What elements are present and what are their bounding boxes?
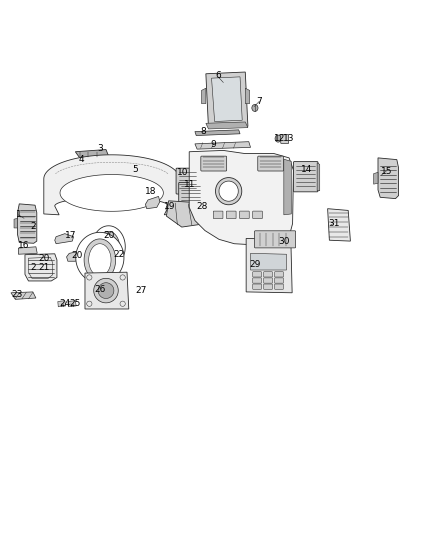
Polygon shape <box>166 201 206 227</box>
FancyBboxPatch shape <box>213 211 223 219</box>
Polygon shape <box>75 150 109 158</box>
FancyBboxPatch shape <box>253 278 261 283</box>
Polygon shape <box>84 239 116 281</box>
Polygon shape <box>374 172 378 184</box>
Polygon shape <box>145 197 160 209</box>
FancyBboxPatch shape <box>253 211 262 219</box>
Polygon shape <box>245 88 250 103</box>
Polygon shape <box>76 232 124 283</box>
Ellipse shape <box>252 104 258 111</box>
Ellipse shape <box>168 206 172 211</box>
Polygon shape <box>251 253 286 270</box>
Ellipse shape <box>166 205 174 213</box>
Polygon shape <box>85 272 129 309</box>
Polygon shape <box>67 251 81 261</box>
Polygon shape <box>18 247 37 254</box>
Polygon shape <box>55 233 74 244</box>
FancyBboxPatch shape <box>226 211 236 219</box>
FancyBboxPatch shape <box>201 156 227 171</box>
Polygon shape <box>195 142 251 149</box>
Polygon shape <box>195 130 240 135</box>
FancyBboxPatch shape <box>179 182 202 206</box>
Text: 2: 2 <box>30 222 35 231</box>
Polygon shape <box>206 72 248 128</box>
Polygon shape <box>212 77 242 122</box>
Polygon shape <box>189 150 293 245</box>
Polygon shape <box>58 301 66 307</box>
Ellipse shape <box>215 177 242 205</box>
Polygon shape <box>201 88 206 103</box>
Polygon shape <box>68 301 76 307</box>
Text: 30: 30 <box>278 237 290 246</box>
Text: 2: 2 <box>30 263 35 272</box>
FancyBboxPatch shape <box>264 278 272 283</box>
Polygon shape <box>18 204 37 243</box>
Text: 15: 15 <box>381 166 392 175</box>
Polygon shape <box>206 122 248 129</box>
Text: 12: 12 <box>274 134 285 143</box>
Text: 28: 28 <box>197 201 208 211</box>
Polygon shape <box>98 231 120 262</box>
Text: 14: 14 <box>301 165 312 174</box>
Text: 5: 5 <box>132 165 138 174</box>
Text: 19: 19 <box>164 201 176 211</box>
FancyBboxPatch shape <box>176 168 199 194</box>
Text: 1: 1 <box>15 211 21 219</box>
FancyBboxPatch shape <box>253 272 261 277</box>
FancyBboxPatch shape <box>275 284 283 289</box>
Text: 13: 13 <box>283 134 294 143</box>
Text: 11: 11 <box>184 180 195 189</box>
Text: 6: 6 <box>215 71 221 80</box>
Text: 27: 27 <box>135 286 147 295</box>
Text: 9: 9 <box>211 140 217 149</box>
Text: 4: 4 <box>78 155 84 164</box>
Polygon shape <box>11 292 36 300</box>
Text: 3: 3 <box>97 144 103 153</box>
Polygon shape <box>34 254 47 262</box>
Ellipse shape <box>275 135 281 142</box>
Text: 22: 22 <box>113 250 125 259</box>
Polygon shape <box>25 254 57 281</box>
Text: 20: 20 <box>38 254 49 263</box>
Polygon shape <box>60 174 163 211</box>
Polygon shape <box>98 282 114 298</box>
Text: 20: 20 <box>103 231 114 240</box>
Polygon shape <box>92 226 125 268</box>
FancyBboxPatch shape <box>254 231 296 248</box>
Text: 8: 8 <box>200 127 206 136</box>
Polygon shape <box>317 163 320 191</box>
FancyBboxPatch shape <box>275 278 283 283</box>
Ellipse shape <box>219 181 238 201</box>
Polygon shape <box>44 155 180 215</box>
Text: 26: 26 <box>94 285 106 294</box>
Polygon shape <box>246 238 292 293</box>
Text: 16: 16 <box>18 241 30 250</box>
FancyBboxPatch shape <box>293 161 318 192</box>
FancyBboxPatch shape <box>264 272 272 277</box>
FancyBboxPatch shape <box>258 156 283 171</box>
Text: 29: 29 <box>249 260 261 269</box>
Text: 31: 31 <box>328 219 339 228</box>
Polygon shape <box>328 209 350 241</box>
Text: 20: 20 <box>71 251 82 260</box>
Text: 24: 24 <box>59 299 71 308</box>
FancyBboxPatch shape <box>275 272 283 277</box>
FancyBboxPatch shape <box>240 211 249 219</box>
Text: 21: 21 <box>38 263 49 272</box>
FancyBboxPatch shape <box>264 284 272 289</box>
Text: 23: 23 <box>11 289 22 298</box>
FancyBboxPatch shape <box>253 284 261 289</box>
FancyBboxPatch shape <box>281 135 289 143</box>
Polygon shape <box>378 158 399 199</box>
Text: 7: 7 <box>256 97 262 106</box>
Polygon shape <box>14 219 18 228</box>
Text: 25: 25 <box>70 299 81 308</box>
Text: 10: 10 <box>177 168 189 177</box>
Text: 18: 18 <box>145 187 157 196</box>
Polygon shape <box>284 159 291 215</box>
Text: 17: 17 <box>65 231 77 240</box>
Polygon shape <box>89 244 111 276</box>
Polygon shape <box>94 278 118 303</box>
